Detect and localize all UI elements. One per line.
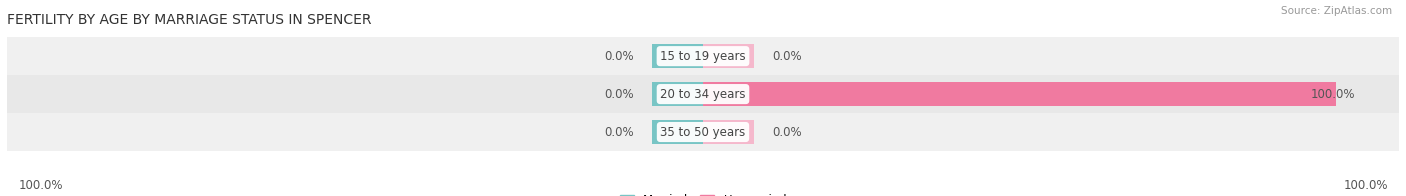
Bar — [703, 82, 1336, 106]
Text: 100.0%: 100.0% — [1343, 179, 1388, 192]
Bar — [703, 44, 754, 68]
Text: 100.0%: 100.0% — [18, 179, 63, 192]
Text: 0.0%: 0.0% — [603, 88, 633, 101]
Text: 0.0%: 0.0% — [773, 125, 803, 139]
Text: 100.0%: 100.0% — [1310, 88, 1355, 101]
Text: Source: ZipAtlas.com: Source: ZipAtlas.com — [1281, 6, 1392, 16]
Bar — [7, 37, 1399, 75]
Text: 0.0%: 0.0% — [603, 50, 633, 63]
Bar — [652, 120, 703, 144]
Bar — [703, 120, 754, 144]
Text: FERTILITY BY AGE BY MARRIAGE STATUS IN SPENCER: FERTILITY BY AGE BY MARRIAGE STATUS IN S… — [7, 13, 371, 27]
Bar — [7, 113, 1399, 151]
Text: 0.0%: 0.0% — [773, 50, 803, 63]
Bar — [652, 44, 703, 68]
Bar — [652, 82, 703, 106]
Bar — [7, 75, 1399, 113]
Text: 20 to 34 years: 20 to 34 years — [661, 88, 745, 101]
Text: 15 to 19 years: 15 to 19 years — [661, 50, 745, 63]
Legend: Married, Unmarried: Married, Unmarried — [614, 189, 792, 196]
Text: 0.0%: 0.0% — [603, 125, 633, 139]
Text: 35 to 50 years: 35 to 50 years — [661, 125, 745, 139]
